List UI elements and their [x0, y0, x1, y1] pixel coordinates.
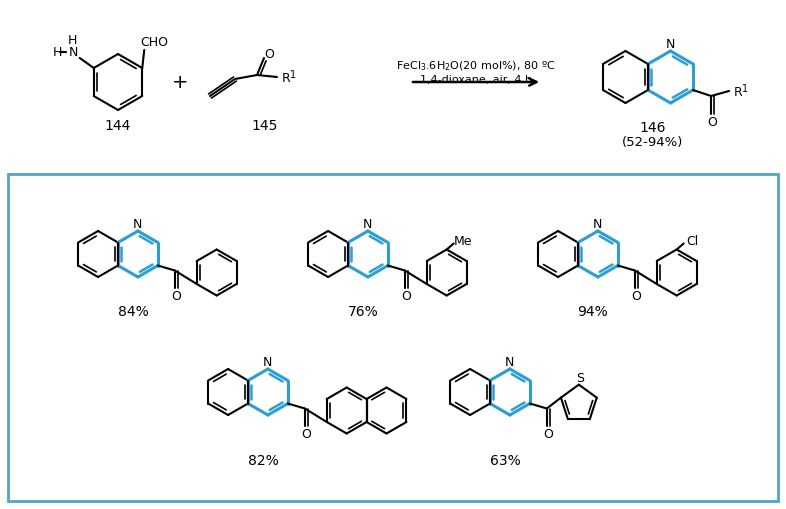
Text: 63%: 63%: [490, 453, 520, 467]
Text: Cl: Cl: [686, 235, 699, 247]
Text: O: O: [543, 427, 553, 440]
Text: 145: 145: [252, 119, 278, 133]
Text: S: S: [576, 372, 584, 384]
Text: FeCl$_3$.6H$_2$O(20 mol%), 80 ºC: FeCl$_3$.6H$_2$O(20 mol%), 80 ºC: [396, 59, 556, 73]
Text: N: N: [69, 46, 79, 60]
Text: 76%: 76%: [347, 304, 378, 318]
Text: H: H: [53, 46, 62, 60]
Text: N: N: [593, 218, 603, 231]
Text: 1: 1: [742, 84, 748, 94]
Text: 146: 146: [640, 121, 667, 135]
Text: N: N: [363, 218, 373, 231]
Text: H: H: [68, 35, 78, 47]
Text: Me: Me: [454, 235, 472, 247]
Text: O: O: [401, 290, 411, 302]
Text: O: O: [171, 290, 181, 302]
Text: O: O: [707, 116, 717, 129]
Text: O: O: [631, 290, 641, 302]
Text: 144: 144: [105, 119, 131, 133]
Text: R: R: [734, 86, 743, 98]
Text: 82%: 82%: [248, 453, 278, 467]
Text: +: +: [172, 73, 189, 92]
Text: N: N: [505, 356, 515, 369]
Text: 94%: 94%: [578, 304, 608, 318]
Text: O: O: [264, 48, 274, 62]
Text: 1,4-dioxane, air, 4 h: 1,4-dioxane, air, 4 h: [420, 75, 532, 85]
Text: O: O: [301, 427, 310, 440]
Text: 84%: 84%: [118, 304, 149, 318]
Text: (52-94%): (52-94%): [623, 136, 684, 149]
Text: CHO: CHO: [140, 37, 168, 49]
Text: N: N: [666, 38, 675, 51]
Text: N: N: [263, 356, 273, 369]
Text: N: N: [134, 218, 142, 231]
Text: 1: 1: [290, 70, 296, 80]
Text: R: R: [282, 71, 291, 84]
